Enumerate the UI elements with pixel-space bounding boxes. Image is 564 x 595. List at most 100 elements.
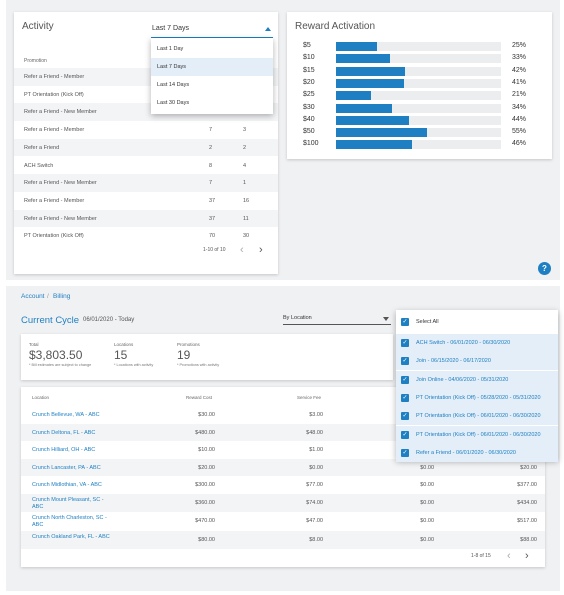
metric-cell: 37 (209, 215, 216, 222)
checkbox-checked-icon[interactable]: ✓ (401, 393, 409, 402)
breadcrumb-account[interactable]: Account (21, 293, 45, 300)
period-select[interactable]: Last 7 Days (151, 23, 273, 38)
locations-note: * Locations with activity (114, 363, 154, 367)
promotion-filter-label: Join Online - 04/06/2020 - 05/31/2020 (416, 376, 509, 383)
next-page-icon[interactable]: › (525, 550, 529, 562)
activation-bar-track (336, 128, 501, 138)
checkbox-checked-icon[interactable]: ✓ (401, 339, 409, 347)
page-title: Current Cycle (21, 315, 80, 326)
reward-amount-label: $5 (303, 42, 311, 49)
breadcrumb-billing[interactable]: Billing (53, 293, 71, 300)
promotion-cell: PT Orientation (Kick Off) (24, 233, 84, 240)
metric-cell: 30 (243, 233, 250, 240)
promotion-filter-label: ACH Switch - 06/01/2020 - 06/30/2020 (416, 340, 511, 346)
reward-row: $10 33% (287, 53, 552, 65)
service-fee-cell: $77.00 (306, 482, 323, 488)
metric-cell: 70 (209, 233, 216, 240)
checkbox-checked-icon[interactable]: ✓ (401, 375, 409, 384)
location-link[interactable]: Crunch Oakland Park, FL - ABC (32, 533, 110, 540)
activation-bar-track (336, 103, 501, 113)
activation-bar-fill (336, 42, 378, 51)
reward-cost-cell: $360.00 (195, 499, 215, 506)
location-link[interactable]: Crunch Midlothian, VA - ABC (32, 482, 102, 488)
activity-title: Activity (22, 21, 54, 32)
period-option-last-7-days[interactable]: Last 7 Days (151, 58, 273, 76)
select-all-option[interactable]: ✓ Select All (396, 313, 558, 331)
activation-bar-fill (336, 140, 412, 150)
reward-amount-label: $20 (303, 78, 315, 86)
prev-page-icon[interactable]: ‹ (507, 550, 511, 562)
reward-activation-title: Reward Activation (295, 21, 376, 32)
table-row: Crunch Oakland Park, FL - ABC $80.00 $8.00… (21, 530, 545, 549)
promotion-filter-option[interactable]: ✓ Join - 06/15/2020 - 06/17/2020 (396, 352, 558, 371)
help-button[interactable]: ? (538, 262, 551, 275)
amount-cell: $0.00 (420, 518, 434, 524)
table-row: Crunch Lancaster, PA - ABC $20.00 $0.00 $0.… (21, 458, 545, 476)
reward-row: $5 25% (287, 41, 552, 53)
location-link[interactable]: Crunch North Charleston, SC - ABC (32, 515, 107, 528)
promotion-filter-option[interactable]: ✓ PT Orientation (Kick Off) - 06/01/2020 … (396, 407, 558, 426)
activation-bar-track (336, 140, 501, 150)
service-fee-cell: $3.00 (309, 412, 323, 418)
reward-row: $40 44% (287, 115, 552, 127)
metric-cell: 2 (209, 144, 213, 151)
reward-cost-column-header: Reward Cost (186, 395, 213, 400)
reward-cost-cell: $10.00 (198, 447, 215, 453)
reward-row: $20 41% (287, 78, 552, 90)
promotion-filter-option[interactable]: ✓ ACH Switch - 06/01/2020 - 06/30/2020 (396, 334, 558, 352)
activation-percent: 46% (512, 140, 527, 148)
location-link[interactable]: Crunch Mount Pleasant, SC - ABC (32, 496, 104, 510)
group-by-select[interactable]: By Location (283, 312, 391, 325)
location-link[interactable]: Crunch Deltona, FL - ABC (32, 429, 96, 436)
checkbox-checked-icon[interactable]: ✓ (401, 430, 409, 439)
activation-percent: 21% (512, 91, 527, 99)
activation-percent: 25% (512, 42, 527, 49)
promotion-cell: PT Orientation (Kick Off) (24, 91, 84, 98)
period-option-last-1-day[interactable]: Last 1 Day (157, 46, 184, 52)
service-fee-cell: $0.00 (309, 464, 323, 471)
checkbox-checked-icon[interactable]: ✓ (401, 318, 409, 326)
prev-page-icon[interactable]: ‹ (240, 244, 244, 256)
promotion-filter-option[interactable]: ✓ PT Orientation (Kick Off) - 06/01/2020 … (396, 425, 558, 444)
promotion-filter-option[interactable]: ✓ PT Orientation (Kick Off) - 05/28/2020 … (396, 388, 558, 407)
period-option-last-30-days[interactable]: Last 30 Days (157, 100, 190, 106)
activation-bar-fill (336, 115, 409, 125)
total-cell: $377.00 (517, 482, 537, 488)
select-all-label: Select All (416, 319, 439, 325)
promotion-filter-option[interactable]: ✓ Refer a Friend - 06/01/2020 - 06/30/202… (396, 443, 558, 462)
activation-bar-fill (336, 78, 404, 88)
metric-cell: 37 (209, 197, 216, 204)
activity-row: Refer a Friend - Member 7 3 (14, 121, 278, 139)
promotion-cell: Refer a Friend - New Member (24, 180, 97, 187)
checkbox-checked-icon[interactable]: ✓ (401, 412, 409, 421)
promotions-label: Promotions (177, 342, 200, 347)
promotion-filter-option[interactable]: ✓ Join Online - 04/06/2020 - 05/31/2020 (396, 370, 558, 389)
metric-cell: 2 (243, 144, 247, 151)
metric-cell: 16 (243, 197, 250, 204)
breadcrumb-separator: / (47, 293, 49, 300)
next-page-icon[interactable]: › (259, 244, 263, 256)
period-option-last-14-days[interactable]: Last 14 Days (157, 82, 190, 88)
promotion-cell: Refer a Friend - New Member (24, 215, 97, 222)
total-cell: $88.00 (520, 536, 537, 543)
service-fee-cell: $48.00 (306, 429, 323, 436)
reward-cost-cell: $20.00 (198, 464, 215, 471)
checkbox-checked-icon[interactable]: ✓ (401, 448, 409, 457)
group-by-value: By Location (283, 315, 312, 321)
location-link[interactable]: Crunch Lancaster, PA - ABC (32, 464, 101, 471)
promotion-filter-label: Join - 06/15/2020 - 06/17/2020 (416, 358, 491, 365)
metric-cell: 11 (243, 215, 249, 222)
location-link[interactable]: Crunch Bellevue, WA - ABC (32, 412, 100, 418)
service-fee-cell: $1.00 (309, 447, 323, 453)
promotions-value: 19 (177, 348, 191, 362)
table-row: Crunch Hilliard, OH - ABC $10.00 $1.00 (21, 441, 545, 459)
metric-cell: 7 (209, 127, 213, 134)
promotion-cell: Refer a Friend - Member (24, 127, 85, 134)
amount-cell: $0.00 (420, 464, 434, 471)
reward-amount-label: $100 (303, 140, 319, 148)
location-link[interactable]: Crunch Hilliard, OH - ABC (32, 447, 96, 453)
period-dropdown-menu: Last 1 Day Last 7 Days Last 14 Days Last… (151, 38, 273, 114)
checkbox-checked-icon[interactable]: ✓ (401, 357, 409, 366)
total-cell: $517.00 (517, 518, 537, 524)
reward-amount-label: $25 (303, 91, 315, 99)
